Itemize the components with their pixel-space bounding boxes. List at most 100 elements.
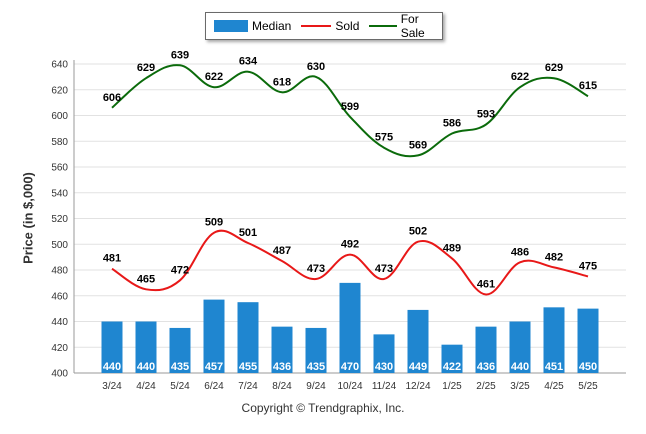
x-tick-label: 8/24 bbox=[272, 381, 292, 392]
for-sale-point-label: 622 bbox=[511, 71, 529, 83]
sold-point-label: 489 bbox=[443, 242, 461, 254]
tick-labels: 400 420 440 460 480 500 520 540 560 580 600 620 640 3… bbox=[51, 60, 598, 393]
sold-point-label: 461 bbox=[477, 278, 495, 290]
legend-label-median: Median bbox=[252, 19, 292, 33]
median-bar-label: 435 bbox=[171, 361, 189, 373]
y-tick-label: 400 bbox=[51, 369, 68, 380]
sold-point-label: 487 bbox=[273, 245, 291, 257]
for-sale-point-label: 639 bbox=[171, 49, 189, 61]
median-bar bbox=[271, 326, 293, 373]
median-bar bbox=[135, 321, 157, 373]
median-bar-label: 435 bbox=[307, 361, 325, 373]
median-bar-label: 457 bbox=[205, 361, 223, 373]
median-bar bbox=[305, 327, 327, 373]
copyright: Copyright © Trendgraphix, Inc. bbox=[241, 401, 405, 415]
median-bar-label: 436 bbox=[477, 361, 495, 373]
median-bar bbox=[203, 299, 225, 373]
legend: Median Sold For Sale bbox=[205, 12, 443, 40]
forsale-swatch bbox=[369, 25, 397, 27]
y-tick-label: 600 bbox=[51, 111, 68, 122]
median-bar-label: 440 bbox=[137, 361, 155, 373]
legend-label-forsale: For Sale bbox=[400, 12, 425, 40]
legend-item-sold[interactable]: Sold bbox=[301, 19, 359, 33]
y-tick-label: 420 bbox=[51, 343, 68, 354]
x-tick-label: 4/25 bbox=[544, 381, 564, 392]
for-sale-point-label: 569 bbox=[409, 139, 427, 151]
for-sale-point-label: 599 bbox=[341, 101, 359, 113]
y-tick-label: 560 bbox=[51, 163, 68, 174]
legend-item-forsale[interactable]: For Sale bbox=[369, 12, 442, 40]
median-bar bbox=[407, 309, 429, 373]
y-tick-label: 540 bbox=[51, 188, 68, 199]
sold-point-label: 482 bbox=[545, 251, 563, 263]
sold-point-label: 481 bbox=[103, 253, 121, 265]
for-sale-point-label: 629 bbox=[545, 62, 563, 74]
x-tick-label: 12/24 bbox=[405, 381, 430, 392]
median-bar bbox=[237, 302, 259, 373]
sold-swatch bbox=[301, 25, 332, 27]
sold-point-label: 492 bbox=[341, 239, 359, 251]
x-tick-label: 9/24 bbox=[306, 381, 326, 392]
x-tick-label: 6/24 bbox=[204, 381, 224, 392]
grid-lines bbox=[74, 63, 626, 374]
y-tick-label: 460 bbox=[51, 291, 68, 302]
median-bar-label: 436 bbox=[273, 361, 291, 373]
x-tick-label: 5/25 bbox=[578, 381, 598, 392]
legend-item-median[interactable]: Median bbox=[214, 19, 291, 33]
y-tick-label: 500 bbox=[51, 240, 68, 251]
sold-point-label: 475 bbox=[579, 260, 597, 272]
median-bar-label: 422 bbox=[443, 361, 461, 373]
median-bar bbox=[169, 327, 191, 373]
for-sale-point-label: 618 bbox=[273, 76, 291, 88]
for-sale-point-label: 606 bbox=[103, 92, 121, 104]
for-sale-line bbox=[111, 64, 589, 158]
for-sale-point-label: 630 bbox=[307, 61, 325, 73]
for-sale-point-label: 586 bbox=[443, 118, 461, 130]
sold-point-label: 473 bbox=[307, 263, 325, 275]
sold-point-label: 472 bbox=[171, 264, 189, 276]
median-bar bbox=[543, 307, 565, 373]
sold-point-label: 502 bbox=[409, 226, 427, 238]
median-swatch bbox=[214, 20, 248, 32]
median-bar-label: 455 bbox=[239, 361, 257, 373]
median-bar-label: 450 bbox=[579, 361, 597, 373]
x-tick-label: 1/25 bbox=[442, 381, 462, 392]
median-bar bbox=[101, 321, 123, 373]
median-bar-label: 470 bbox=[341, 361, 359, 373]
median-bar-label: 449 bbox=[409, 361, 427, 373]
median-bar bbox=[577, 308, 599, 373]
x-tick-label: 4/24 bbox=[136, 381, 156, 392]
y-tick-label: 640 bbox=[51, 60, 68, 71]
x-tick-label: 11/24 bbox=[372, 381, 397, 392]
for-sale-point-label: 622 bbox=[205, 71, 223, 83]
y-axis-label: Price (in $,000) bbox=[20, 172, 36, 264]
x-tick-label: 3/24 bbox=[102, 381, 122, 392]
median-bar-label: 440 bbox=[511, 361, 529, 373]
trend-lines bbox=[111, 64, 589, 296]
median-bars bbox=[101, 282, 599, 373]
for-sale-point-label: 629 bbox=[137, 62, 155, 74]
median-bar bbox=[373, 334, 395, 373]
median-bar bbox=[475, 326, 497, 373]
x-tick-label: 5/24 bbox=[170, 381, 190, 392]
sold-line bbox=[111, 229, 589, 296]
for-sale-point-label: 575 bbox=[375, 132, 393, 144]
x-tick-label: 7/24 bbox=[238, 381, 258, 392]
sold-point-label: 509 bbox=[205, 217, 223, 229]
y-tick-label: 620 bbox=[51, 85, 68, 96]
x-tick-label: 3/25 bbox=[510, 381, 530, 392]
median-bar-label: 451 bbox=[545, 361, 563, 373]
y-tick-label: 480 bbox=[51, 266, 68, 277]
median-bar bbox=[339, 282, 361, 373]
y-tick-label: 520 bbox=[51, 214, 68, 225]
for-sale-point-label: 634 bbox=[239, 56, 258, 68]
legend-label-sold: Sold bbox=[335, 19, 360, 33]
sold-point-label: 486 bbox=[511, 246, 529, 258]
median-bar-label: 430 bbox=[375, 361, 393, 373]
median-bar bbox=[509, 321, 531, 373]
median-bar bbox=[441, 344, 463, 373]
y-tick-label: 440 bbox=[51, 317, 68, 328]
sold-point-label: 465 bbox=[137, 273, 155, 285]
x-tick-label: 2/25 bbox=[476, 381, 496, 392]
